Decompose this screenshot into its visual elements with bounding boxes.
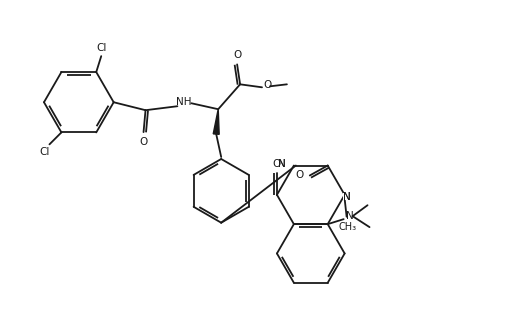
Text: N: N <box>343 192 351 202</box>
Text: O: O <box>264 80 272 90</box>
Text: NH: NH <box>176 97 191 107</box>
Polygon shape <box>213 109 219 134</box>
Text: N: N <box>278 158 286 168</box>
FancyBboxPatch shape <box>282 160 290 167</box>
Text: N: N <box>343 192 351 202</box>
Text: N: N <box>278 158 286 168</box>
Text: O: O <box>139 137 148 147</box>
Text: O: O <box>233 51 241 61</box>
Text: Cl: Cl <box>39 147 50 157</box>
Text: CH₃: CH₃ <box>338 222 357 232</box>
Text: N: N <box>346 211 353 221</box>
Text: O: O <box>273 159 281 169</box>
FancyBboxPatch shape <box>343 193 351 200</box>
Text: Cl: Cl <box>96 43 107 53</box>
Text: O: O <box>296 170 304 180</box>
